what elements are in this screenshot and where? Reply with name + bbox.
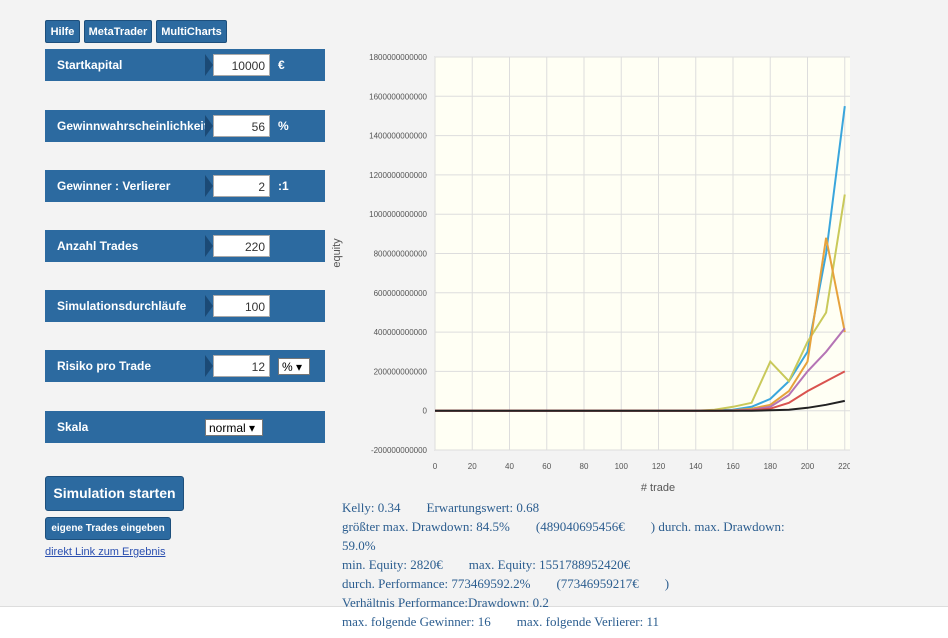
result-text: (77346959217€ [556, 576, 639, 591]
input[interactable]: 100 [213, 295, 270, 317]
y-axis-label: equity [331, 238, 343, 268]
field-label: Gewinner : Verlierer [57, 179, 171, 193]
field-row: Simulationsdurchläufe 100 [45, 290, 325, 322]
result-line: Kelly: 0.34 Erwartungswert: 0.68 [342, 498, 842, 517]
input[interactable]: 12 [213, 355, 270, 377]
x-tick-label: 200 [801, 462, 815, 471]
y-tick-label: 200000000000 [374, 367, 428, 376]
result-text: max. Equity: 1551788952420€ [468, 557, 631, 572]
result-text: Erwartungswert: 0.68 [426, 500, 540, 515]
field-row: Anzahl Trades 220 [45, 230, 325, 262]
x-tick-label: 40 [505, 462, 514, 471]
chart: equity # trade -200000000000 0 20000000000… [331, 53, 850, 494]
notch [205, 355, 213, 377]
x-tick-label: 180 [764, 462, 778, 471]
notch [205, 235, 213, 257]
select[interactable]: % ▾ [278, 358, 310, 375]
x-tick-label: 220 [838, 462, 850, 471]
result-line: max. folgende Gewinner: 16 max. folgende … [342, 612, 842, 631]
y-tick-label: 1200000000000 [369, 171, 427, 180]
y-tick-label: 800000000000 [374, 250, 428, 259]
x-tick-label: 100 [615, 462, 629, 471]
x-axis-label: # trade [641, 482, 675, 494]
x-tick-label: 120 [652, 462, 666, 471]
start-button[interactable]: Simulation starten [45, 476, 184, 511]
field-row: Risiko pro Trade 12 % ▾ [45, 350, 325, 382]
select[interactable]: normal ▾ [205, 419, 263, 436]
field-label: Startkapital [57, 58, 123, 72]
result-text: ) durch. max. Drawdown: 59.0% [342, 519, 785, 553]
field-row: Gewinnwahrscheinlichkeit 56% [45, 110, 325, 142]
result-text: größter max. Drawdown: 84.5% [342, 519, 510, 534]
input[interactable]: 10000 [213, 54, 270, 76]
results: Kelly: 0.34 Erwartungswert: 0.68 größter m… [342, 498, 842, 631]
y-tick-label: 1400000000000 [369, 132, 427, 141]
result-text: durch. Performance: 773469592.2% [342, 576, 531, 591]
x-tick-label: 0 [433, 462, 438, 471]
nav-button[interactable]: MultiCharts [156, 20, 227, 43]
unit: % [278, 119, 289, 133]
result-text: (489040695456€ [535, 519, 625, 534]
result-line: durch. Performance: 773469592.2% (7734695… [342, 574, 842, 593]
result-line: min. Equity: 2820€ max. Equity: 155178895… [342, 555, 842, 574]
notch [205, 295, 213, 317]
result-link[interactable]: direkt Link zum Ergebnis [45, 546, 166, 558]
result-text: min. Equity: 2820€ [342, 557, 443, 572]
notch [205, 115, 213, 137]
y-tick-label: 400000000000 [374, 328, 428, 337]
nav-button[interactable]: Hilfe [45, 20, 80, 43]
result-line: größter max. Drawdown: 84.5% (48904069545… [342, 517, 842, 555]
field-row: Gewinner : Verlierer 2 :1 [45, 170, 325, 202]
x-tick-label: 140 [689, 462, 703, 471]
field-row: Skala normal ▾ [45, 411, 325, 443]
field-label: Simulationsdurchläufe [57, 299, 187, 313]
result-text: ) [664, 576, 670, 591]
result-line: Verhältnis Performance:Drawdown: 0.2 [342, 593, 842, 612]
x-tick-label: 80 [580, 462, 589, 471]
select-value: % [282, 360, 293, 374]
x-tick-label: 160 [726, 462, 740, 471]
field-label: Risiko pro Trade [57, 359, 152, 373]
result-text: Verhältnis Performance:Drawdown: 0.2 [342, 595, 549, 610]
series-line [435, 399, 846, 412]
input[interactable]: 56 [213, 115, 270, 137]
y-tick-label: -200000000000 [371, 446, 428, 455]
y-tick-label: 0 [423, 407, 428, 416]
footer-area [0, 606, 948, 638]
unit: :1 [278, 179, 289, 193]
field-row: Startkapital 10000 € [45, 49, 325, 81]
y-tick-label: 1000000000000 [369, 210, 427, 219]
field-label: Gewinnwahrscheinlichkeit [57, 119, 208, 133]
field-label: Anzahl Trades [57, 239, 139, 253]
nav-button[interactable]: MetaTrader [84, 20, 152, 43]
unit: € [278, 58, 285, 72]
notch [205, 54, 213, 76]
select-value: normal [209, 421, 246, 435]
result-text: max. folgende Verlierer: 11 [516, 614, 659, 629]
y-tick-label: 1800000000000 [369, 53, 427, 62]
result-text: max. folgende Gewinner: 16 [342, 614, 491, 629]
field-label: Skala [57, 420, 89, 434]
x-tick-label: 20 [468, 462, 477, 471]
input[interactable]: 2 [213, 175, 270, 197]
y-tick-label: 600000000000 [374, 289, 428, 298]
y-tick-label: 1600000000000 [369, 92, 427, 101]
x-tick-label: 60 [542, 462, 551, 471]
input[interactable]: 220 [213, 235, 270, 257]
notch [205, 175, 213, 197]
result-text: Kelly: 0.34 [342, 500, 401, 515]
own-trades-button[interactable]: eigene Trades eingeben [45, 517, 171, 540]
